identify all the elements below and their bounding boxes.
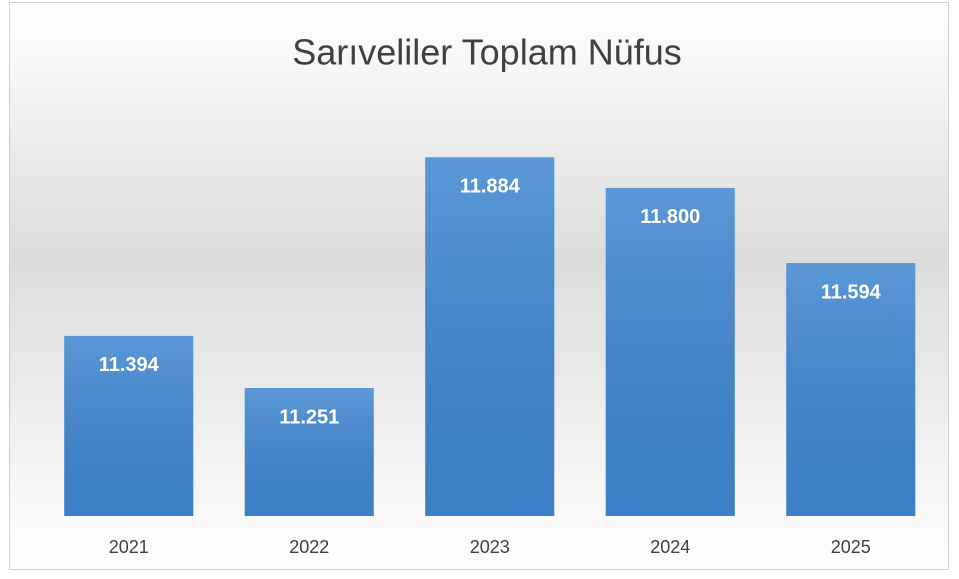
data-label: 11.594 <box>821 281 882 303</box>
bar-shade <box>786 263 916 516</box>
data-label: 11.800 <box>640 206 700 228</box>
bar-shade <box>244 388 374 516</box>
bar-shade <box>64 335 194 516</box>
bar-shade <box>425 157 555 516</box>
data-label: 11.394 <box>99 354 160 376</box>
chart-title: Sarıveliler Toplam Nüfus <box>292 32 682 73</box>
data-label: 11.884 <box>460 176 521 198</box>
x-tick-label: 2022 <box>289 537 329 557</box>
x-tick-label: 2023 <box>470 537 510 557</box>
bar-shade <box>605 187 735 516</box>
x-tick-label: 2025 <box>831 537 871 557</box>
x-tick-label: 2021 <box>109 537 149 557</box>
x-tick-label: 2024 <box>650 537 690 557</box>
data-label: 11.251 <box>279 406 339 428</box>
